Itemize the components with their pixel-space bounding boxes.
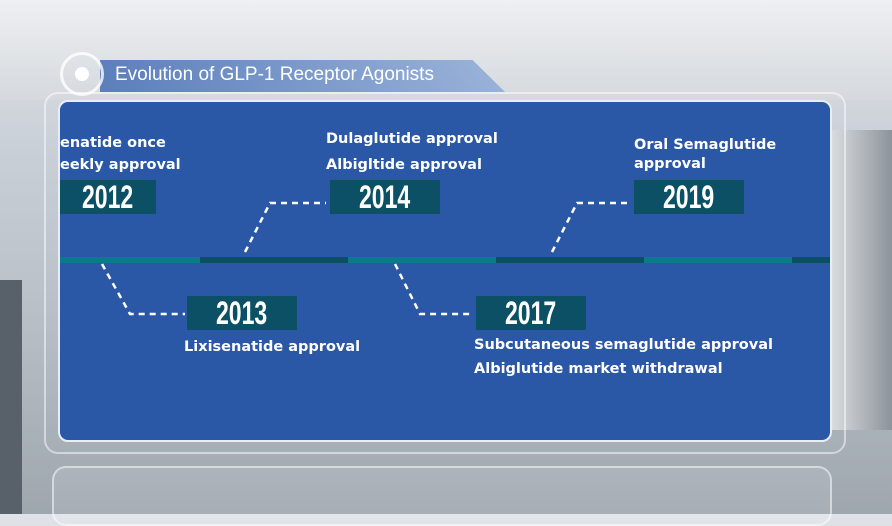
timeline-segment	[60, 257, 200, 263]
timeline-segment	[792, 257, 830, 263]
lower-frame	[52, 466, 832, 526]
label-line: Oral Semaglutide	[634, 137, 777, 153]
connector-2017	[393, 263, 474, 316]
title-bar	[100, 60, 505, 92]
event-2012-label: enatide once eekly approval	[60, 132, 181, 176]
timeline-segment	[644, 257, 792, 263]
year-box-2019: 2019	[634, 180, 744, 214]
year-box-2013: 2013	[187, 296, 297, 330]
label-line: enatide once	[60, 135, 166, 151]
year-box-2014: 2014	[330, 180, 440, 214]
connector-2014	[243, 201, 326, 253]
label-line: Albigltide approval	[326, 157, 482, 173]
timeline-segment	[496, 257, 644, 263]
label-line: Albiglutide market withdrawal	[474, 361, 723, 377]
label-line: approval	[634, 156, 706, 172]
event-2013-label: Lixisenatide approval	[184, 336, 360, 358]
timeline-panel: enatide once eekly approval 2012 2013 Li…	[58, 100, 832, 442]
connector-2013	[100, 263, 185, 316]
event-2014-label: Dulaglutide approval Albigltide approval	[326, 128, 498, 176]
label-line: eekly approval	[60, 157, 181, 173]
year-box-2017: 2017	[476, 296, 586, 330]
frame-border	[44, 92, 846, 454]
timeline-segment	[200, 257, 348, 263]
label-line: Dulaglutide approval	[326, 131, 498, 147]
connector-2019	[550, 201, 632, 253]
event-2017-label: Subcutaneous semaglutide approval Albigl…	[474, 334, 773, 380]
timeline-segment	[348, 257, 496, 263]
label-line: Subcutaneous semaglutide approval	[474, 337, 773, 353]
background-shelf	[832, 130, 892, 430]
background-cabinet	[0, 280, 22, 514]
event-2019-label: Oral Semaglutide approval	[634, 136, 776, 174]
connectors	[100, 201, 632, 316]
logo-icon	[60, 52, 104, 96]
year-box-2012: 2012	[60, 180, 156, 214]
page-title: Evolution of GLP-1 Receptor Agonists	[115, 64, 434, 85]
label-line: Lixisenatide approval	[184, 339, 361, 355]
